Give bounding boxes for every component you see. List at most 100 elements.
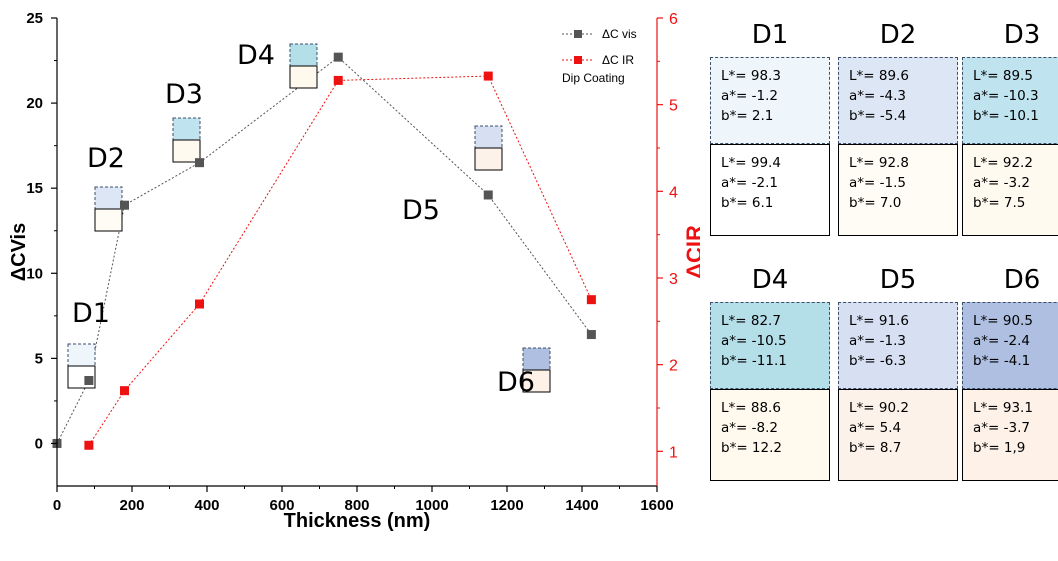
- lab-value-a: a*= -8.2: [721, 420, 778, 436]
- y-right-tick-label-3: 4: [669, 184, 678, 201]
- x-tick-label-3: 600: [269, 497, 294, 514]
- swatch-bottom-d5: [474, 147, 503, 171]
- y-right-tick-label-1: 2: [669, 358, 678, 375]
- sample-label-d3: D3: [165, 79, 203, 110]
- data-point-1-2: [195, 299, 204, 309]
- panel-top-d1: L*= 98.3 a*= -1.2 b*= 2.1: [710, 57, 830, 144]
- swatch-bottom-d6: [522, 369, 551, 393]
- lab-value-b: b*= 6.1: [721, 195, 774, 211]
- panel-top-d3: L*= 89.5 a*= -10.3 b*= -10.1: [962, 57, 1058, 144]
- lab-value-a: a*= -1.2: [721, 88, 778, 104]
- lab-value-l: L*= 89.5: [973, 68, 1033, 84]
- x-tick-label-5: 1000: [415, 497, 448, 514]
- swatch-bottom-d2: [94, 208, 123, 232]
- lab-value-l: L*= 98.3: [721, 68, 781, 84]
- panel-top-d2: L*= 89.6 a*= -4.3 b*= -5.4: [838, 57, 958, 144]
- x-tick-label-4: 800: [344, 497, 369, 514]
- y-right-tick-label-2: 3: [669, 271, 678, 288]
- lab-value-b: b*= -11.1: [721, 353, 787, 369]
- panel-title-d2: D2: [879, 20, 917, 50]
- data-point-1-0: [84, 440, 94, 450]
- lab-value-b: b*= -4.1: [973, 353, 1031, 369]
- lab-value-l: L*= 88.6: [721, 400, 781, 416]
- y-right-tick-label-5: 6: [669, 11, 678, 28]
- y-right-tick-label-0: 1: [669, 444, 678, 461]
- data-point-0-4: [333, 52, 343, 62]
- panel-bottom-d5: L*= 90.2 a*= 5.4 b*= 8.7: [838, 389, 958, 481]
- lab-value-l: L*= 89.6: [849, 68, 909, 84]
- legend-label-1: ΔC IR: [602, 53, 634, 67]
- panel-top-d5: L*= 91.6 a*= -1.3 b*= -6.3: [838, 302, 958, 389]
- sample-label-d4: D4: [237, 40, 275, 71]
- y-left-tick-label-3: 15: [26, 180, 43, 197]
- y-left-tick-label-0: 0: [35, 435, 43, 452]
- lab-value-a: a*= -2.4: [973, 333, 1030, 349]
- data-point-1-1: [120, 386, 129, 396]
- panel-bottom-d4: L*= 88.6 a*= -8.2 b*= 12.2: [710, 389, 830, 481]
- panel-title-d3: D3: [1003, 20, 1041, 50]
- sample-label-d2: D2: [87, 143, 125, 174]
- sample-label-d5: D5: [402, 195, 440, 226]
- lab-value-a: a*= -1.5: [849, 175, 906, 191]
- panel-top-d6: L*= 90.5 a*= -2.4 b*= -4.1: [962, 302, 1058, 389]
- swatch-top-d5: [474, 125, 503, 149]
- lab-value-b: b*= -5.4: [849, 108, 907, 124]
- lab-value-l: L*= 92.8: [849, 155, 909, 171]
- lab-value-a: a*= -10.5: [721, 333, 787, 349]
- data-point-0-5: [483, 190, 493, 200]
- sample-label-d6: D6: [497, 367, 535, 398]
- lab-value-l: L*= 93.1: [973, 400, 1033, 416]
- data-point-0-1: [84, 375, 94, 385]
- lab-value-l: L*= 91.6: [849, 313, 909, 329]
- lab-value-l: L*= 90.2: [849, 400, 909, 416]
- lab-value-b: b*= 1,9: [973, 440, 1026, 456]
- lab-value-l: L*= 99.4: [721, 155, 781, 171]
- data-point-0-2: [120, 200, 129, 210]
- x-axis-label: Thickness (nm): [284, 510, 431, 532]
- panel-title-d1: D1: [751, 20, 789, 50]
- lab-value-b: b*= 7.0: [849, 195, 902, 211]
- x-tick-label-0: 0: [53, 497, 61, 514]
- panel-bottom-d1: L*= 99.4 a*= -2.1 b*= 6.1: [710, 144, 830, 236]
- lab-value-l: L*= 90.5: [973, 313, 1033, 329]
- data-point-1-4: [483, 71, 493, 81]
- y-axis-left-label: ΔCVis: [8, 223, 30, 281]
- x-tick-label-2: 400: [194, 497, 219, 514]
- y-axis-right-label: ΔCIR: [682, 225, 700, 279]
- lab-value-b: b*= -10.1: [973, 108, 1039, 124]
- legend-extra-label: Dip Coating: [562, 71, 625, 85]
- lab-value-a: a*= -4.3: [849, 88, 906, 104]
- swatch-top-d1: [67, 343, 96, 367]
- y-left-tick-label-1: 5: [35, 350, 43, 367]
- lab-value-a: a*= -2.1: [721, 175, 778, 191]
- panel-bottom-d2: L*= 92.8 a*= -1.5 b*= 7.0: [838, 144, 958, 236]
- data-point-0-6: [586, 330, 596, 340]
- lab-value-a: a*= -3.2: [973, 175, 1030, 191]
- swatch-top-d2: [94, 186, 123, 210]
- swatch-bottom-d4: [289, 65, 318, 89]
- lab-value-b: b*= 7.5: [973, 195, 1026, 211]
- lab-value-b: b*= 12.2: [721, 440, 782, 456]
- lab-value-b: b*= -6.3: [849, 353, 907, 369]
- y-left-tick-label-5: 25: [26, 10, 43, 27]
- lab-value-l: L*= 82.7: [721, 313, 781, 329]
- y-left-tick-label-4: 20: [26, 95, 43, 112]
- lab-value-a: a*= -3.7: [973, 420, 1030, 436]
- lab-value-b: b*= 2.1: [721, 108, 774, 124]
- panel-title-d5: D5: [879, 265, 917, 295]
- panel-top-d4: L*= 82.7 a*= -10.5 b*= -11.1: [710, 302, 830, 389]
- panel-title-d6: D6: [1003, 265, 1041, 295]
- lab-value-a: a*= -10.3: [973, 88, 1039, 104]
- lab-value-a: a*= -1.3: [849, 333, 906, 349]
- swatch-top-d3: [172, 117, 201, 141]
- legend-marker-1: [574, 56, 582, 64]
- x-tick-label-8: 1600: [640, 497, 673, 514]
- panel-bottom-d6: L*= 93.1 a*= -3.7 b*= 1,9: [962, 389, 1058, 481]
- x-tick-label-1: 200: [119, 497, 144, 514]
- swatch-bottom-d3: [172, 139, 201, 163]
- legend-marker-0: [574, 30, 582, 38]
- x-tick-label-7: 1400: [565, 497, 598, 514]
- lab-value-a: a*= 5.4: [849, 420, 902, 436]
- sample-label-d1: D1: [72, 298, 110, 329]
